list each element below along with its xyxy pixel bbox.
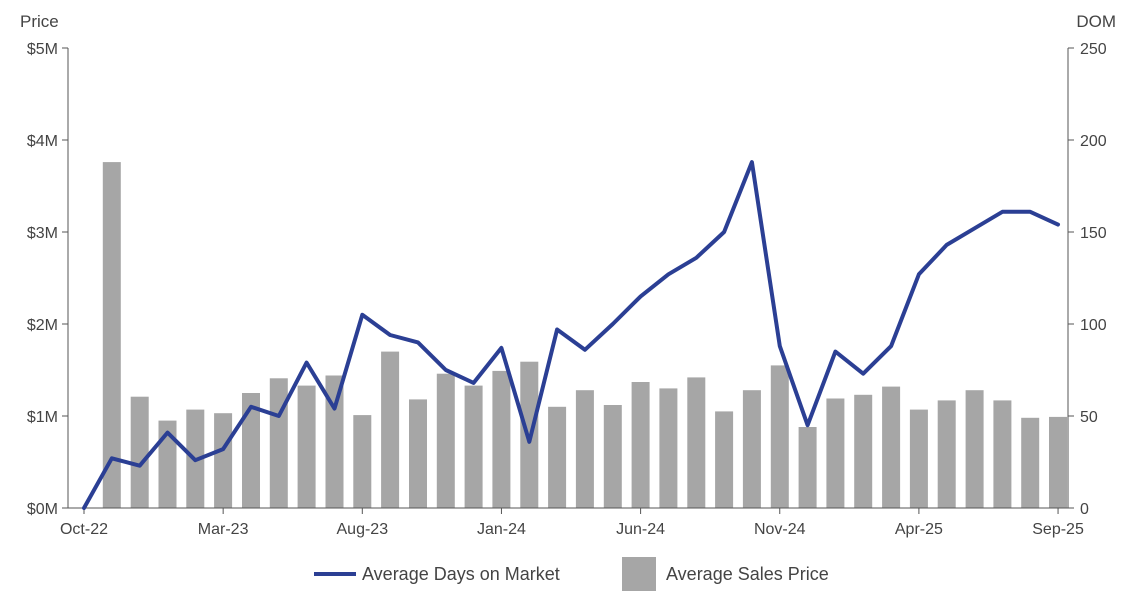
y-right-tick-label: 50 <box>1080 409 1098 426</box>
bar-Jul-25 <box>993 400 1012 508</box>
bar-Feb-25 <box>854 394 873 508</box>
legend-bar-swatch <box>622 557 656 591</box>
y-right-tick-label: 150 <box>1080 225 1107 242</box>
bar-May-24 <box>603 405 622 508</box>
bar-Mar-23 <box>214 413 233 508</box>
bar-Dec-22 <box>130 396 149 508</box>
x-tick-label: Sep-25 <box>1032 521 1084 538</box>
y-right-tick-label: 200 <box>1080 133 1107 150</box>
bar-Apr-24 <box>575 390 594 508</box>
y-right-tick-label: 0 <box>1080 501 1089 518</box>
x-tick-label: Jan-24 <box>477 521 526 538</box>
x-tick-label: Jun-24 <box>616 521 665 538</box>
bar-Jan-23 <box>158 420 177 508</box>
y-right-tick-label: 250 <box>1080 41 1107 58</box>
legend-item-sales-price: Average Sales Price <box>622 557 829 591</box>
y-left-tick-label: $3M <box>27 225 58 242</box>
x-tick-label: Aug-23 <box>337 521 389 538</box>
bar-Nov-23 <box>436 373 455 508</box>
y-left-tick-label: $2M <box>27 317 58 334</box>
bar-series-average-sales-price <box>102 162 1067 508</box>
y-left-tick-label: $1M <box>27 409 58 426</box>
bar-Mar-25 <box>882 386 901 508</box>
chart-legend: Average Days on Market Average Sales Pri… <box>0 557 1128 591</box>
y-left-tick-label: $0M <box>27 501 58 518</box>
bar-May-23 <box>269 378 288 508</box>
bar-Jun-24 <box>631 382 650 508</box>
y-axis-left-title: Price <box>20 12 59 31</box>
y-left-tick-label: $4M <box>27 133 58 150</box>
bar-Dec-23 <box>464 385 483 508</box>
bar-Sep-25 <box>1049 416 1067 508</box>
bar-Aug-24 <box>687 377 706 508</box>
x-tick-label: Oct-22 <box>60 521 108 538</box>
bar-Sep-23 <box>381 351 400 508</box>
bar-May-25 <box>937 400 956 508</box>
bar-Apr-23 <box>242 393 260 508</box>
bar-Jan-24 <box>492 370 511 508</box>
x-tick-label: Mar-23 <box>198 521 249 538</box>
bar-Aug-25 <box>1021 417 1040 508</box>
bar-Jul-23 <box>325 375 344 508</box>
bar-Oct-23 <box>409 399 427 508</box>
x-tick-label: Apr-25 <box>895 521 943 538</box>
bar-Nov-22 <box>102 162 121 508</box>
legend-item-days-on-market: Average Days on Market <box>314 557 560 591</box>
x-tick-label: Nov-24 <box>754 521 806 538</box>
bar-Dec-24 <box>798 427 817 508</box>
bar-Jun-23 <box>297 385 316 508</box>
legend-label-sales-price: Average Sales Price <box>666 563 829 584</box>
y-axis-right-title: DOM <box>1076 12 1116 31</box>
combo-chart: $0M $1M $2M $3M $4M $5M 0 50 100 150 200 250 Oct-22 M… <box>27 41 1107 538</box>
bar-Nov-24 <box>770 365 789 508</box>
line-path-days-on-market <box>82 160 1060 510</box>
bar-Jun-25 <box>965 390 984 508</box>
bar-Apr-25 <box>909 409 928 508</box>
chart-axes: $0M $1M $2M $3M $4M $5M 0 50 100 150 200 250 Oct-22 M… <box>27 41 1107 538</box>
bar-Sep-24 <box>715 411 734 508</box>
y-right-tick-label: 100 <box>1080 317 1107 334</box>
legend-line-swatch <box>314 572 356 576</box>
line-series-average-days-on-market <box>82 160 1060 510</box>
bar-Jul-24 <box>659 388 678 508</box>
bar-Oct-24 <box>742 390 761 508</box>
bar-Jan-25 <box>826 398 845 508</box>
bar-Aug-23 <box>353 415 372 508</box>
bar-Mar-24 <box>548 406 567 508</box>
y-left-tick-label: $5M <box>27 41 58 58</box>
legend-label-days-on-market: Average Days on Market <box>362 563 560 584</box>
